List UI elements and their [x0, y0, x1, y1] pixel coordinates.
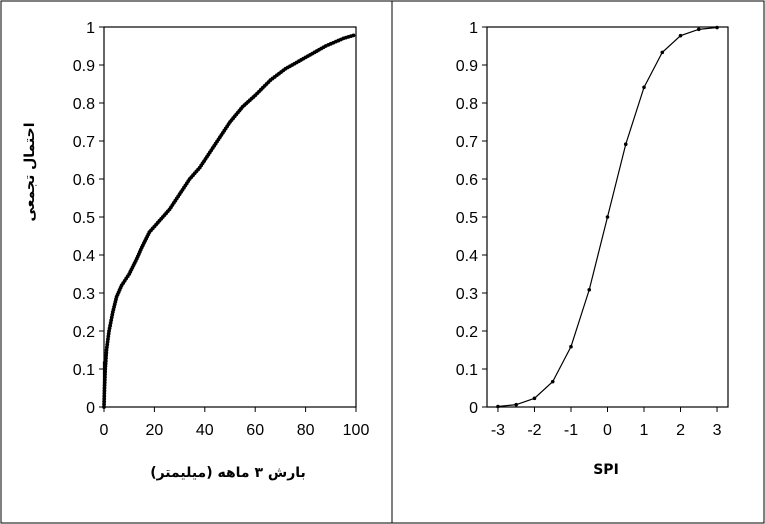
y-tick-label: 0.8 [456, 96, 478, 113]
x-tick-label: 1 [640, 422, 649, 439]
right-chart: SPI 0 0.1 0.2 0.3 0.4 0.5 0.6 0.7 0.8 0.9 1 -3 -2 -1 0… [456, 20, 729, 478]
data-point [623, 142, 628, 147]
x-tick-label: -3 [491, 422, 505, 439]
x-tick-label: 80 [297, 422, 315, 439]
x-tick-label: -2 [527, 422, 541, 439]
y-tick-label: 0.3 [73, 286, 95, 303]
data-point [103, 372, 107, 377]
data-point [103, 361, 108, 366]
x-tick-label: -1 [564, 422, 578, 439]
data-point [496, 404, 500, 409]
data-point [550, 379, 555, 384]
data-point [102, 388, 107, 393]
x-tick-label: 2 [676, 422, 685, 439]
data-point [660, 50, 665, 55]
data-point [102, 383, 107, 388]
data-point [678, 33, 683, 38]
y-tick-label: 0.6 [456, 172, 478, 189]
y-tick-label: 0 [469, 400, 478, 417]
y-tick-label: 0.7 [73, 134, 95, 151]
right-x-axis-label: SPI [593, 462, 619, 478]
x-tick-label: 40 [196, 422, 214, 439]
x-tick-label: 60 [246, 422, 264, 439]
y-tick-label: 1 [469, 20, 478, 37]
data-point [103, 375, 107, 380]
data-point [104, 350, 109, 355]
y-tick-label: 0 [86, 400, 95, 417]
y-tick-label: 0.2 [456, 324, 478, 341]
y-tick-label: 0.5 [73, 210, 95, 227]
x-tick-label: 100 [343, 422, 370, 439]
data-point [532, 396, 537, 401]
y-tick-label: 0.8 [73, 96, 95, 113]
y-tick-label: 0.4 [73, 248, 95, 265]
y-tick-label: 0.1 [73, 362, 95, 379]
data-point [103, 364, 108, 369]
data-point [102, 391, 107, 396]
data-point [103, 369, 108, 374]
x-tick-label: 20 [146, 422, 164, 439]
data-point [104, 356, 108, 361]
data-point [102, 394, 107, 399]
data-point [102, 377, 107, 382]
data-point [715, 25, 719, 30]
left-chart: احتمال تجمعی بارش ۳ ماهه (میلیمتر) 0 0.1 0… [22, 20, 369, 481]
data-point [351, 33, 356, 38]
left-y-axis-label: احتمال تجمعی [22, 122, 38, 221]
y-tick-label: 0.5 [456, 210, 478, 227]
data-point [102, 402, 106, 407]
left-plot-area [103, 26, 357, 408]
data-point [102, 386, 107, 390]
data-point [102, 399, 107, 404]
data-point [514, 402, 519, 407]
data-point [569, 344, 573, 349]
y-tick-label: 0.4 [456, 248, 478, 265]
data-point [103, 358, 108, 363]
data-point [102, 396, 107, 401]
data-point [605, 215, 610, 219]
y-tick-label: 0.9 [456, 58, 478, 75]
data-point [587, 287, 592, 292]
y-tick-label: 0.6 [73, 172, 95, 189]
y-tick-label: 0.2 [73, 324, 95, 341]
y-tick-label: 0.7 [456, 134, 478, 151]
x-tick-label: 0 [100, 422, 109, 439]
data-point [104, 353, 109, 358]
data-point [696, 27, 701, 32]
left-x-axis-label: بارش ۳ ماهه (میلیمتر) [150, 465, 306, 481]
y-tick-label: 1 [86, 20, 95, 37]
x-tick-label: 0 [603, 422, 612, 439]
data-point [642, 85, 646, 90]
y-tick-label: 0.9 [73, 58, 95, 75]
y-tick-label: 0.1 [456, 362, 478, 379]
data-point [102, 405, 106, 409]
data-point [103, 367, 108, 371]
x-tick-label: 3 [713, 422, 722, 439]
y-tick-label: 0.3 [456, 286, 478, 303]
data-point [102, 380, 107, 385]
